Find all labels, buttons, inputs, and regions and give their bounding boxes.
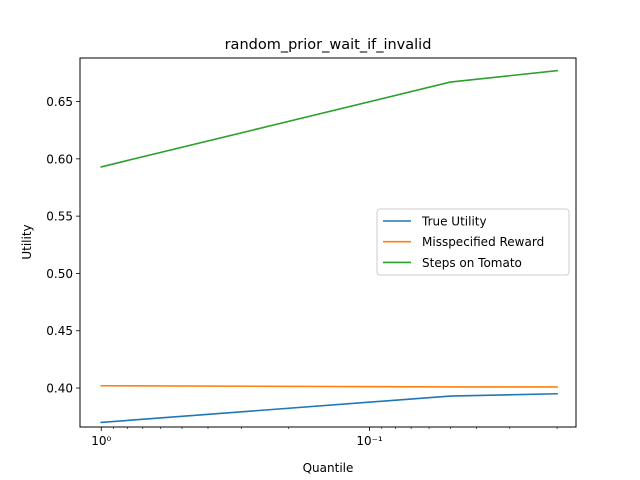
- axes-frame: [79, 57, 577, 428]
- legend-box: [376, 208, 570, 276]
- y-tick-label: 0.60: [46, 152, 73, 166]
- legend-entries: True Utility Misspecified Reward Steps on …: [383, 215, 544, 270]
- legend: True Utility Misspecified Reward Steps on …: [376, 208, 570, 276]
- x-axis-ticks: 10⁰ 10⁻¹: [91, 427, 558, 448]
- series-line-2: [100, 384, 558, 388]
- y-tick-label: 0.50: [46, 267, 73, 281]
- x-tick-label: 10⁻¹: [356, 434, 383, 448]
- y-tick-label: 0.55: [46, 210, 73, 224]
- y-tick-label: 0.45: [46, 324, 73, 338]
- y-axis-ticks: 0.40 0.45 0.50 0.55 0.60 0.65: [46, 95, 80, 396]
- y-axis-label: Utility: [20, 224, 34, 259]
- chart-title: random_prior_wait_if_invalid: [225, 37, 432, 53]
- series-line-3: [100, 69, 558, 168]
- series-line-1: [100, 392, 558, 424]
- y-tick-label: 0.65: [46, 95, 73, 109]
- legend-label: Misspecified Reward: [422, 235, 544, 249]
- series-layer: [100, 69, 558, 424]
- x-axis-label: Quantile: [303, 461, 354, 475]
- legend-label: Steps on Tomato: [422, 256, 522, 270]
- legend-label: True Utility: [421, 215, 487, 229]
- x-tick-label: 10⁰: [91, 434, 111, 448]
- plot-area: [79, 57, 577, 428]
- y-tick-label: 0.40: [46, 382, 73, 396]
